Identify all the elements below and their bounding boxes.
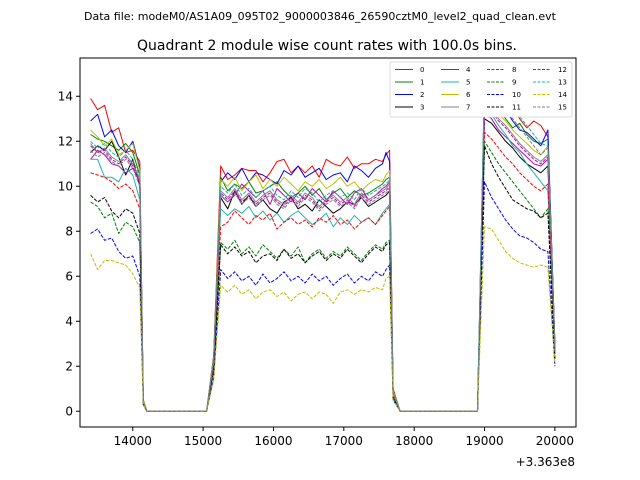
y-axis: 0 2 4 6 8 10 12 14 [58, 89, 80, 418]
legend-label: 10 [512, 91, 521, 99]
x-tick-label: 15000 [184, 434, 222, 448]
legend-label: 12 [558, 66, 567, 74]
chart-title: Quadrant 2 module wise count rates with … [137, 38, 517, 54]
legend-label: 13 [558, 79, 567, 87]
y-tick-label: 0 [65, 404, 73, 418]
legend-label: 6 [466, 91, 471, 99]
y-tick-label: 2 [65, 359, 73, 373]
x-tick-label: 14000 [114, 434, 152, 448]
legend-label: 11 [512, 104, 521, 112]
x-tick-label: 18000 [395, 434, 433, 448]
plot-lines [90, 75, 556, 412]
y-tick-label: 8 [65, 224, 73, 238]
legend-label: 2 [420, 91, 424, 99]
x-tick-label: 16000 [254, 434, 292, 448]
y-tick-label: 12 [58, 134, 73, 148]
x-offset-label: +3.363e8 [516, 455, 575, 469]
series-line-14 [90, 226, 556, 412]
chart-suptitle: Data file: modeM0/AS1A09_095T02_90000038… [84, 10, 557, 23]
legend-label: 9 [512, 79, 516, 87]
legend-box [389, 61, 573, 118]
legend-label: 15 [558, 104, 567, 112]
legend-label: 0 [420, 66, 424, 74]
legend-label: 14 [558, 91, 567, 99]
y-tick-label: 6 [65, 269, 73, 283]
x-axis: 14000 15000 16000 17000 18000 19000 20000 [114, 427, 574, 448]
x-tick-label: 20000 [536, 434, 574, 448]
series-line-15 [90, 80, 556, 412]
x-tick-label: 19000 [465, 434, 503, 448]
legend-label: 1 [420, 79, 424, 87]
x-tick-label: 17000 [325, 434, 363, 448]
y-tick-label: 14 [58, 89, 73, 103]
y-tick-label: 10 [58, 179, 73, 193]
legend-label: 4 [466, 66, 471, 74]
legend-label: 7 [466, 104, 470, 112]
plot-frame [79, 57, 577, 428]
legend-label: 8 [512, 66, 516, 74]
y-tick-label: 4 [65, 314, 73, 328]
legend-label: 3 [420, 104, 424, 112]
legend-label: 5 [466, 79, 470, 87]
